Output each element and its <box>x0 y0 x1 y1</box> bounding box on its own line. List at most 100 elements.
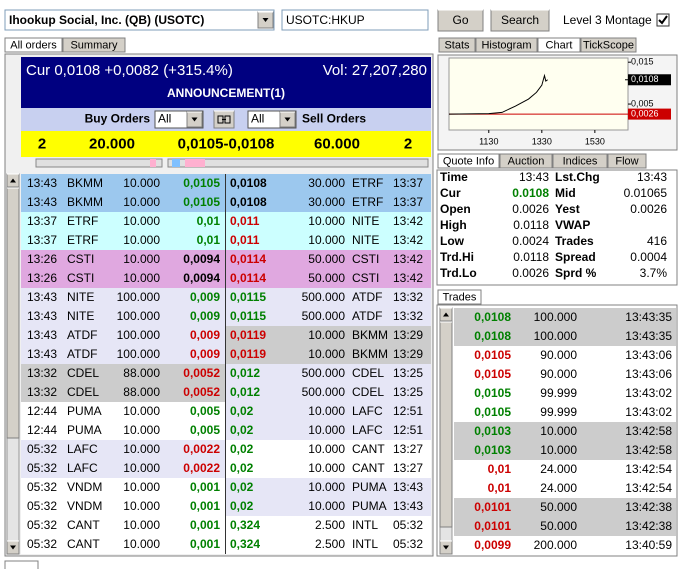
trade-time: 13:43:02 <box>625 386 672 400</box>
bid-size: 100.000 <box>117 309 161 323</box>
trade-row <box>454 346 676 365</box>
bid-price: 0,0022 <box>183 461 220 475</box>
quote-value: 416 <box>647 234 667 248</box>
bid-row <box>21 535 225 554</box>
bid-size: 88.000 <box>123 366 160 380</box>
bid-row <box>21 269 225 288</box>
trade-row <box>454 460 676 479</box>
tab[interactable] <box>580 37 637 53</box>
bid-price: 0,0094 <box>183 271 220 285</box>
bid-mm: CANT <box>67 518 100 532</box>
last-price-box <box>628 74 671 86</box>
arrow-icon <box>262 18 269 22</box>
tab[interactable] <box>4 37 63 53</box>
tab[interactable] <box>437 153 500 169</box>
quote-label: Trd.Hi <box>440 250 474 264</box>
tab[interactable] <box>537 37 581 53</box>
trades-tab[interactable] <box>437 289 482 305</box>
ask-size: 10.000 <box>308 233 345 247</box>
quote-label: Mid <box>555 186 576 200</box>
bid-row <box>21 193 225 212</box>
trade-price: 0,0101 <box>474 519 511 533</box>
bid-price: 0,001 <box>190 518 220 532</box>
ask-price: 0,02 <box>230 442 254 456</box>
ask-time: 05:32 <box>393 537 423 551</box>
bid-price: 0,009 <box>190 309 220 323</box>
ask-time: 13:27 <box>393 442 423 456</box>
last-price-label: 0,0108 <box>631 74 659 84</box>
summary-spread: 0,0105-0,0108 <box>178 135 275 152</box>
ask-size: 10.000 <box>308 404 345 418</box>
bid-mm: BKMM <box>67 176 103 190</box>
trade-size: 10.000 <box>540 424 577 438</box>
tab-label: TickScope <box>583 39 634 51</box>
ask-price: 0,0115 <box>230 290 266 304</box>
ask-time: 13:42 <box>393 233 423 247</box>
bid-mm: NITE <box>67 309 94 323</box>
bid-price: 0,001 <box>190 537 220 551</box>
bid-time: 12:44 <box>27 423 57 437</box>
x-tick-label: 1530 <box>585 136 605 146</box>
ask-row <box>226 364 431 383</box>
tab[interactable] <box>62 37 126 53</box>
scroll-thumb[interactable] <box>439 321 453 528</box>
trade-time: 13:42:58 <box>625 443 672 457</box>
checkmark <box>658 15 668 25</box>
symbol-select[interactable] <box>4 9 275 31</box>
ask-row <box>226 326 431 345</box>
tab-label: Flow <box>615 155 638 167</box>
ask-mm: LAFC <box>352 404 383 418</box>
bid-time: 13:37 <box>27 233 57 247</box>
ask-row <box>226 421 431 440</box>
ask-price: 0,02 <box>230 480 254 494</box>
ask-time: 12:51 <box>393 423 423 437</box>
ask-price: 0,02 <box>230 423 254 437</box>
scroll-thumb[interactable] <box>6 187 20 439</box>
bid-mm: CSTI <box>67 271 94 285</box>
ask-row <box>226 383 431 402</box>
arrow-icon <box>284 117 291 122</box>
bid-time: 13:32 <box>27 385 57 399</box>
tab-label: Quote Info <box>443 155 494 167</box>
ask-price: 0,012 <box>230 385 260 399</box>
bid-price: 0,009 <box>190 290 220 304</box>
search-button-label: Search <box>501 13 539 27</box>
open-price-label: 0,0026 <box>631 108 659 118</box>
ask-mm: CDEL <box>352 366 384 380</box>
ask-row <box>226 516 431 535</box>
quote-value: 0.0026 <box>512 266 549 280</box>
bid-mm: CDEL <box>67 385 99 399</box>
bid-mm: LAFC <box>67 461 98 475</box>
quote-value: 0.0118 <box>513 250 549 264</box>
tab[interactable] <box>552 153 608 169</box>
depth-bar <box>35 158 163 168</box>
quote-label: High <box>440 218 467 232</box>
trade-row <box>454 365 676 384</box>
bid-price: 0,001 <box>190 499 220 513</box>
tab[interactable] <box>499 153 553 169</box>
symbol-input-text: USOTC:HKUP <box>286 13 365 27</box>
bid-row <box>21 402 225 421</box>
tab[interactable] <box>438 37 476 53</box>
banner-vol: Vol: 27,207,280 <box>323 62 427 79</box>
bid-time: 13:43 <box>27 290 57 304</box>
tab[interactable] <box>607 153 647 169</box>
trade-size: 10.000 <box>540 443 577 457</box>
bottom-tab[interactable] <box>4 560 39 572</box>
banner-announcement: ANNOUNCEMENT(1) <box>167 86 285 100</box>
ask-time: 13:29 <box>393 347 423 361</box>
tab-label: Chart <box>546 39 573 51</box>
symbol-input[interactable] <box>281 9 429 31</box>
arrow-icon <box>10 178 16 183</box>
ask-price: 0,02 <box>230 499 254 513</box>
bid-time: 13:43 <box>27 328 57 342</box>
tab[interactable] <box>475 37 538 53</box>
ask-time: 13:37 <box>393 176 423 190</box>
tab-label: Stats <box>444 39 470 51</box>
go-button-label: Go <box>452 13 468 27</box>
ask-mm: LAFC <box>352 423 383 437</box>
bid-price: 0,0052 <box>183 366 220 380</box>
ask-price: 0,02 <box>230 404 254 418</box>
trade-price: 0,01 <box>488 481 512 495</box>
